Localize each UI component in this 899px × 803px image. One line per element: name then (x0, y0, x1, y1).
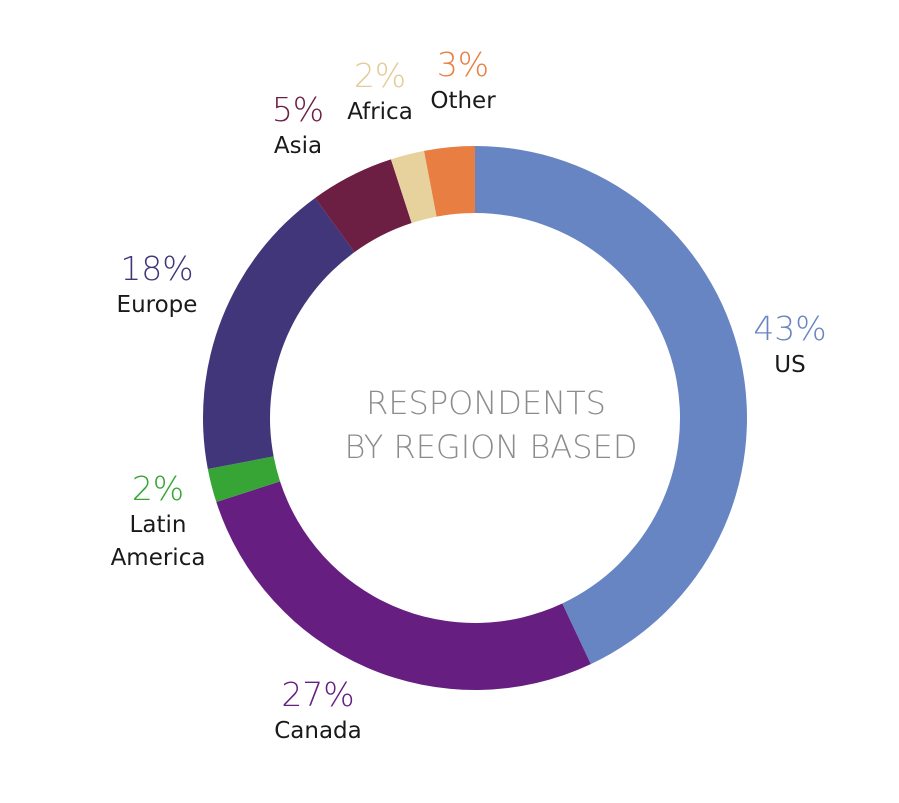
pct-label-other: 3% (437, 45, 489, 84)
chart-title-line-2: BY REGION BASED (345, 428, 638, 466)
slice-labels: 43% US 27% Canada 2% Latin America 18% Europe 5% A… (111, 45, 827, 744)
category-label-other: Other (430, 88, 496, 114)
pct-label-us: 43% (753, 309, 826, 348)
category-label-canada: Canada (274, 718, 362, 744)
pct-label-latin-america: 2% (132, 469, 184, 508)
category-label-latin-america: Latin (130, 512, 187, 538)
slice-us (475, 146, 747, 665)
category-label-us: US (774, 352, 805, 378)
pct-label-africa: 2% (354, 56, 406, 95)
slice-africa (390, 150, 437, 224)
category-label-africa: Africa (347, 99, 413, 125)
slice-europe (203, 197, 355, 469)
slice-latin-america (207, 456, 281, 503)
pct-label-europe: 18% (120, 249, 193, 288)
pct-label-asia: 5% (272, 90, 324, 129)
category-label-latin-america: America (111, 545, 206, 571)
category-label-europe: Europe (117, 292, 198, 318)
category-label-asia: Asia (274, 133, 322, 159)
chart-title-line-1: RESPONDENTS (366, 384, 606, 422)
slice-other (424, 146, 475, 217)
pct-label-canada: 27% (281, 675, 354, 714)
slice-canada (216, 481, 591, 690)
slice-asia (315, 159, 412, 253)
donut-slices (203, 146, 747, 690)
